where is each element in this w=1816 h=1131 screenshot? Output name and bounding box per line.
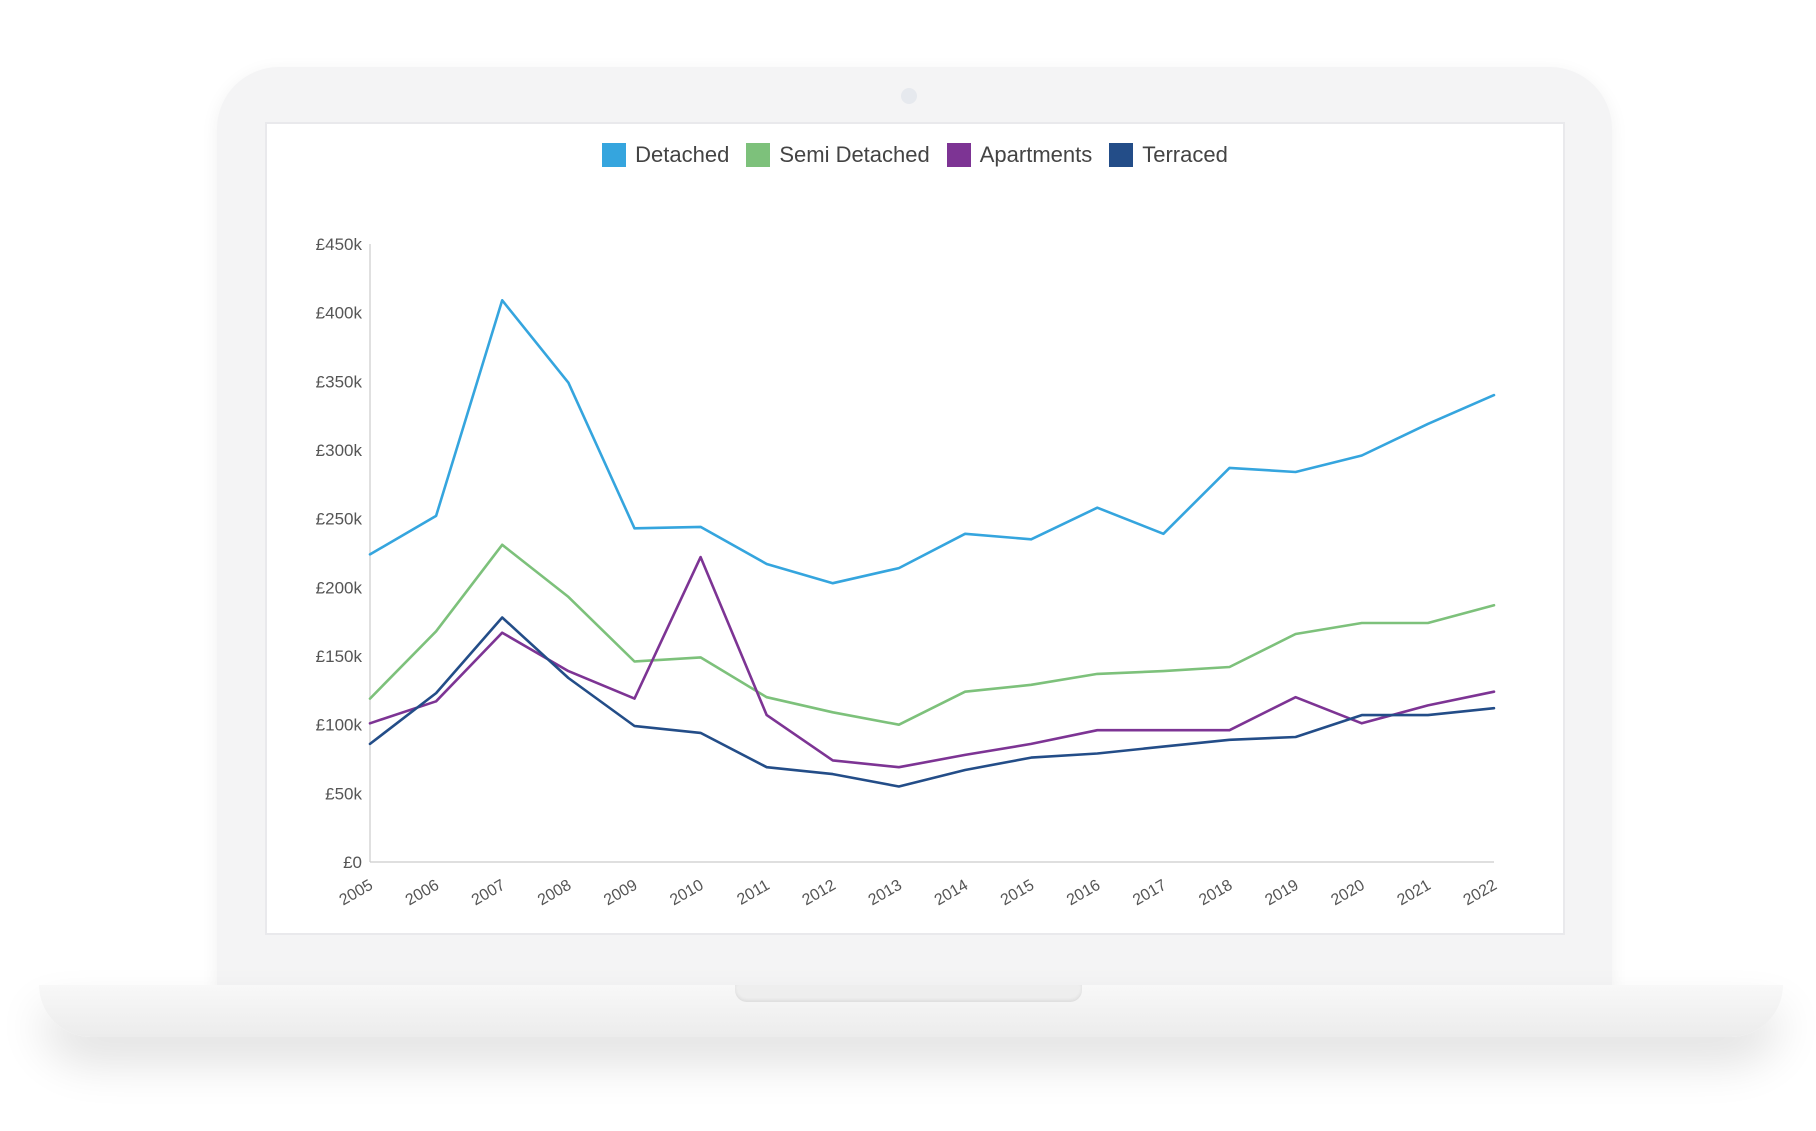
x-tick-label: 2018 [1196,877,1235,910]
x-tick-label: 2016 [1064,877,1103,910]
y-tick-label: £450k [316,235,363,254]
y-tick-label: £100k [316,716,363,735]
camera-icon [901,88,917,104]
x-tick-label: 2008 [535,877,574,910]
legend-item-detached[interactable]: Detached [602,142,729,168]
series-line-detached[interactable] [368,298,1496,585]
legend-swatch-terraced [1109,143,1134,167]
x-tick-label: 2010 [667,877,706,910]
chart-legend: Detached Semi Detached Apartments Terrac… [265,140,1565,170]
legend-label-semi-detached: Semi Detached [779,142,930,167]
y-tick-label: £200k [316,578,363,597]
y-tick-label: £350k [316,372,363,391]
x-tick-label: 2021 [1395,877,1434,910]
y-tick-label: £300k [316,441,363,460]
x-tick-label: 2013 [866,877,905,910]
x-tick-label: 2012 [799,877,838,910]
legend-swatch-semi-detached [746,143,771,167]
x-tick-label: 2020 [1328,877,1367,910]
x-tick-label: 2019 [1262,877,1301,910]
x-tick-label: 2011 [734,877,772,909]
y-tick-label: £50k [325,784,362,803]
x-tick-label: 2015 [998,877,1037,910]
x-tick-label: 2006 [403,877,442,910]
legend-label-detached: Detached [635,142,730,167]
screen [265,122,1565,935]
y-tick-label: £400k [316,304,363,323]
legend-item-apartments[interactable]: Apartments [946,142,1093,168]
x-tick-label: 2007 [469,877,508,910]
x-tick-label: 2005 [337,877,376,910]
x-tick-label: 2009 [601,877,640,910]
legend-swatch-detached [602,143,627,167]
series-line-apartments[interactable] [368,555,1496,769]
x-tick-label: 2017 [1130,877,1169,910]
legend-label-apartments: Apartments [979,142,1093,167]
x-tick-label: 2014 [932,877,971,910]
y-tick-label: £0 [343,853,362,872]
series-line-terraced[interactable] [368,616,1496,788]
laptop-notch [735,985,1082,1002]
y-tick-label: £250k [316,510,363,529]
legend-item-semi-detached[interactable]: Semi Detached [746,142,930,168]
legend-item-terraced[interactable]: Terraced [1109,142,1228,168]
x-tick-label: 2022 [1461,877,1500,910]
legend-swatch-apartments [946,143,971,167]
series-line-semi-detached[interactable] [368,543,1496,727]
legend-label-terraced: Terraced [1142,142,1228,167]
y-tick-label: £150k [316,647,363,666]
